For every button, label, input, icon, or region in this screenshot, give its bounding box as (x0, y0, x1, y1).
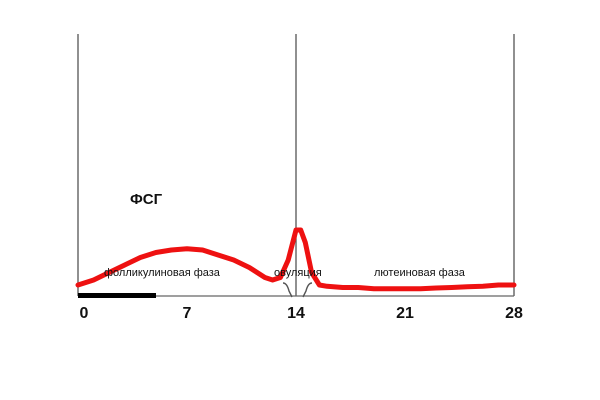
x-tick-0: 0 (80, 305, 89, 322)
vertical-guides (77, 34, 515, 296)
x-tick-28: 28 (505, 305, 523, 322)
ovulation-brace (282, 282, 313, 298)
phase-bar (78, 293, 156, 298)
x-tick-7: 7 (183, 305, 192, 322)
x-tick-labels: 0 7 14 21 28 (80, 305, 523, 322)
x-tick-21: 21 (396, 305, 414, 322)
fsh-label: ФСГ (130, 191, 163, 208)
fsh-curve (75, 227, 517, 292)
x-tick-14: 14 (287, 305, 305, 322)
phase-label-follicular: фолликулиновая фаза (104, 267, 221, 279)
phase-label-luteal: лютеиновая фаза (374, 267, 466, 279)
phase-label-ovulation: овуляция (274, 267, 322, 279)
